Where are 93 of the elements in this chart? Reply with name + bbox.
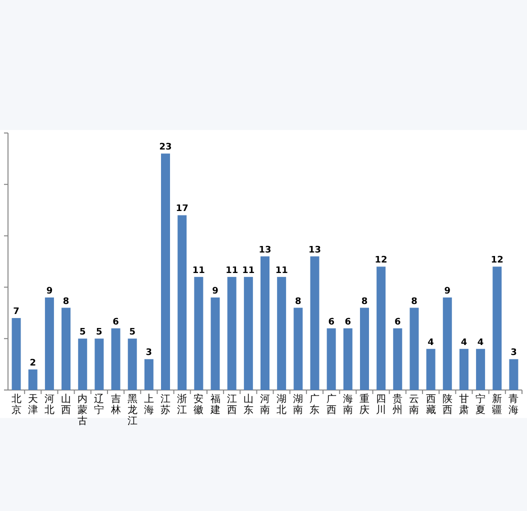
x-tick-label: 云南 <box>409 394 420 416</box>
data-label: 13 <box>258 245 272 256</box>
bar <box>28 369 38 390</box>
data-label: 8 <box>411 296 418 307</box>
bar <box>277 276 286 390</box>
x-tick-label: 海南 <box>342 393 353 416</box>
data-label: 6 <box>394 317 401 328</box>
bar <box>111 328 120 390</box>
bar <box>161 154 170 390</box>
x-tick-label: 西藏 <box>426 394 436 416</box>
x-tick-label: 上海 <box>144 393 154 416</box>
data-label: 5 <box>129 328 136 338</box>
data-label: 4 <box>477 338 484 348</box>
bar <box>410 308 419 390</box>
data-label: 2 <box>30 358 36 368</box>
bar <box>509 359 518 390</box>
bar <box>260 256 270 390</box>
x-tick-label: 河南 <box>260 393 270 416</box>
x-tick-label: 四川 <box>376 394 386 416</box>
data-label: 6 <box>328 317 334 328</box>
data-label: 8 <box>361 296 368 307</box>
data-label: 3 <box>146 348 152 358</box>
bar <box>128 338 137 390</box>
bar <box>459 348 468 390</box>
bar <box>492 266 502 390</box>
x-tick-label: 辽宁 <box>94 393 104 416</box>
data-label: 4 <box>460 338 468 348</box>
bar <box>94 338 104 390</box>
x-tick-label: 湖南 <box>293 393 304 416</box>
x-tick-label: 广西 <box>326 393 336 416</box>
data-label: 6 <box>344 317 352 328</box>
bar <box>310 256 320 390</box>
x-tick-label: 陕西 <box>442 393 452 416</box>
data-label: 11 <box>242 266 255 276</box>
data-label: 5 <box>96 328 102 338</box>
x-tick-label: 新疆 <box>492 393 502 416</box>
bar <box>393 328 402 390</box>
bar <box>44 297 54 390</box>
data-label: 23 <box>159 142 172 153</box>
data-label: 13 <box>308 245 322 256</box>
x-tick-label: 甘肃 <box>458 393 469 416</box>
data-label: 12 <box>374 256 388 266</box>
x-tick-label: 江苏 <box>160 393 171 416</box>
x-tick-label: 山东 <box>243 393 254 416</box>
x-tick-label: 重庆 <box>359 393 370 416</box>
data-label: 6 <box>112 317 119 328</box>
bar <box>62 308 71 390</box>
x-tick-label: 广东 <box>310 393 320 416</box>
x-tick-label: 黑龙江 <box>127 394 138 427</box>
bar <box>376 266 386 390</box>
data-label: 9 <box>46 286 53 296</box>
bar <box>194 276 204 390</box>
bar <box>227 276 236 390</box>
data-label: 8 <box>295 296 302 307</box>
data-label: 8 <box>62 296 70 307</box>
data-label: 11 <box>275 266 288 276</box>
bar <box>244 276 253 390</box>
x-tick-label: 宁夏 <box>476 393 486 416</box>
x-tick-label: 北京 <box>11 393 22 416</box>
bar <box>144 359 154 390</box>
bar <box>343 328 352 390</box>
bar <box>78 338 88 390</box>
data-label: 9 <box>444 286 451 296</box>
x-tick-label: 贵州 <box>392 393 403 416</box>
x-tick-label: 江西 <box>226 393 237 416</box>
x-tick-label: 青海 <box>508 393 519 416</box>
x-tick-label: 山西 <box>61 393 72 416</box>
data-label: 5 <box>79 328 86 338</box>
bar <box>442 297 452 390</box>
bar <box>476 348 486 390</box>
data-label: 9 <box>212 286 218 296</box>
bar <box>326 328 336 390</box>
x-tick-label: 福建 <box>209 393 220 416</box>
bar <box>294 308 303 390</box>
bar <box>426 348 436 390</box>
data-label: 3 <box>510 348 517 358</box>
x-tick-label: 浙江 <box>177 393 188 416</box>
data-label: 7 <box>13 307 20 318</box>
bar <box>360 308 369 390</box>
x-tick-label: 内蒙古 <box>78 393 88 427</box>
bar <box>178 215 187 390</box>
data-label: 17 <box>176 204 188 214</box>
bar <box>210 297 220 390</box>
x-tick-label: 安徽 <box>194 393 204 416</box>
bar <box>12 318 21 390</box>
data-label: 12 <box>490 256 504 266</box>
data-label: 11 <box>226 266 238 276</box>
x-tick-label: 天津 <box>28 394 38 416</box>
x-tick-label: 吉林 <box>110 393 121 416</box>
x-tick-label: 河北 <box>44 393 54 416</box>
data-label: 11 <box>192 266 205 276</box>
data-label: 4 <box>428 338 434 348</box>
x-tick-label: 湖北 <box>276 393 287 416</box>
